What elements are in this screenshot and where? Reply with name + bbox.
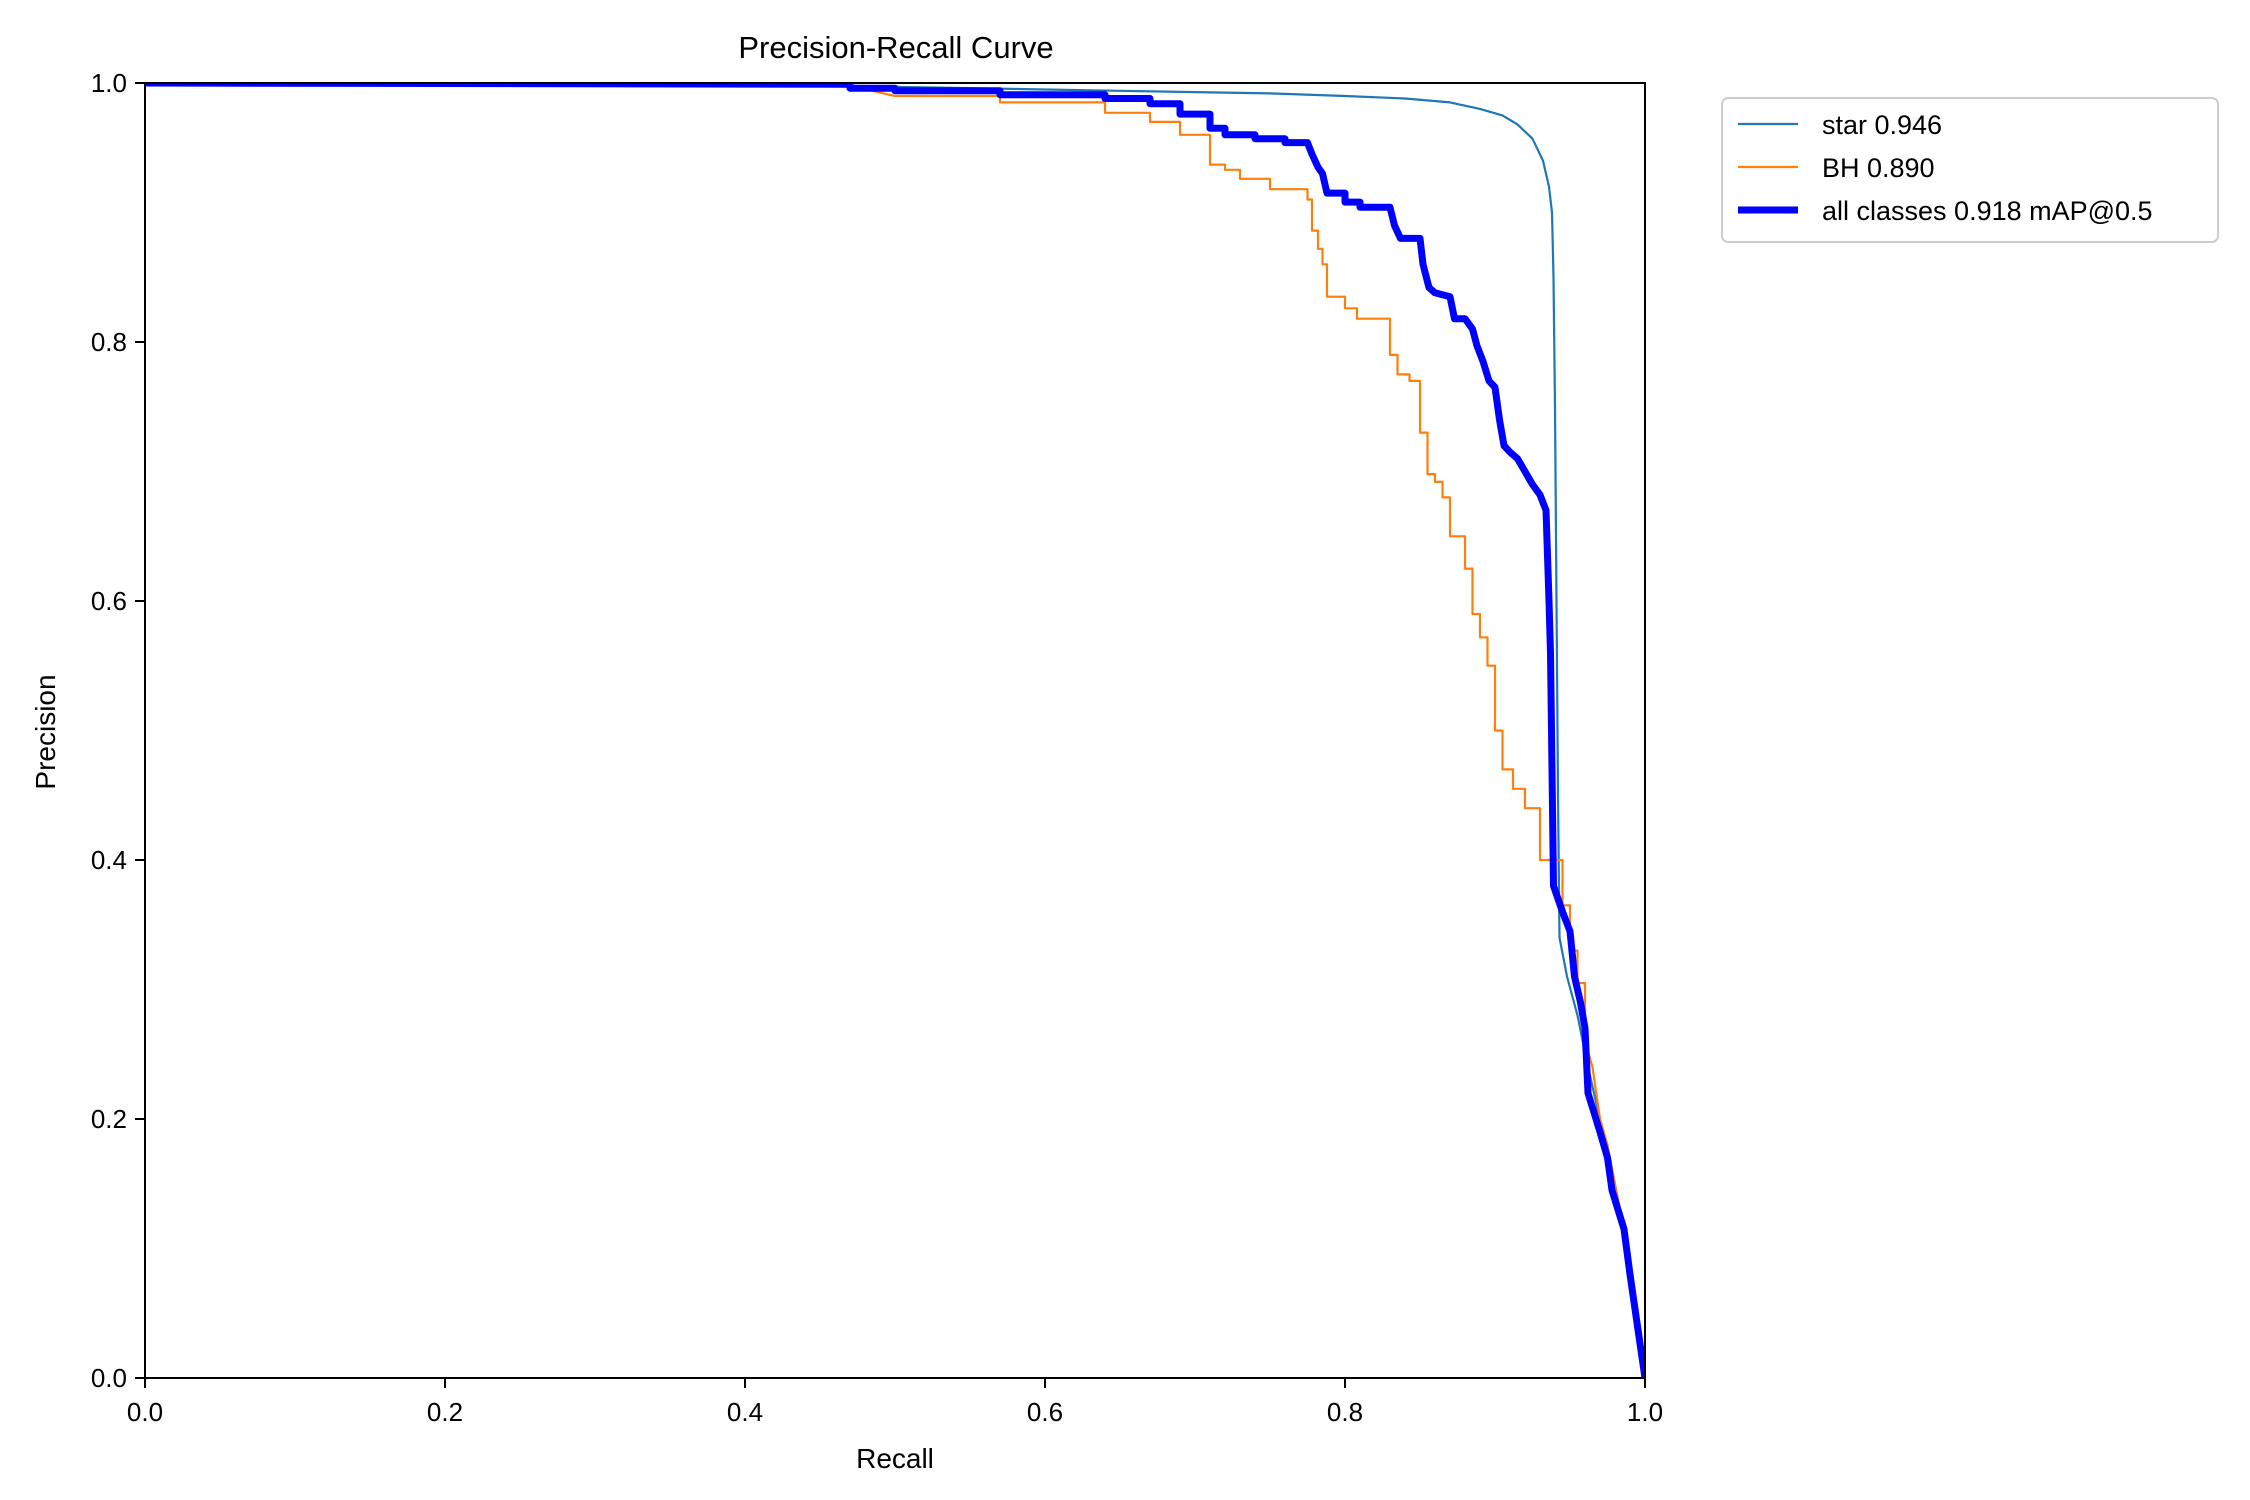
plot-frame <box>144 82 1646 1379</box>
x-tick-label: 0.2 <box>427 1397 463 1427</box>
x-axis-ticks: 0.0 0.2 0.4 0.6 0.8 1.0 <box>127 1378 1663 1427</box>
legend-label: all classes 0.918 mAP@0.5 <box>1822 196 2153 226</box>
series-line-2 <box>145 83 1645 1378</box>
legend: star 0.946 BH 0.890 all classes 0.918 mAP@… <box>1721 97 2219 243</box>
chart-title: Precision-Recall Curve <box>738 30 1053 65</box>
y-tick-label: 1.0 <box>91 68 127 98</box>
x-tick-label: 0.0 <box>127 1397 163 1427</box>
y-tick-label: 0.6 <box>91 586 127 616</box>
series-line-3 <box>145 83 1645 1378</box>
y-tick-label: 0.0 <box>91 1363 127 1393</box>
x-axis-label: Recall <box>856 1443 934 1474</box>
y-tick-label: 0.4 <box>91 845 127 875</box>
legend-label: BH 0.890 <box>1822 153 1935 183</box>
legend-box <box>1721 97 2219 243</box>
x-tick-label: 0.6 <box>1027 1397 1063 1427</box>
legend-label: star 0.946 <box>1822 110 1942 140</box>
x-tick-label: 1.0 <box>1627 1397 1663 1427</box>
y-tick-label: 0.8 <box>91 327 127 357</box>
y-axis-label: Precision <box>30 674 61 789</box>
x-tick-label: 0.4 <box>727 1397 763 1427</box>
series-layer <box>145 83 1645 1378</box>
y-tick-label: 0.2 <box>91 1104 127 1134</box>
x-tick-label: 0.8 <box>1327 1397 1363 1427</box>
y-axis-ticks: 0.0 0.2 0.4 0.6 0.8 1.0 <box>91 68 145 1393</box>
